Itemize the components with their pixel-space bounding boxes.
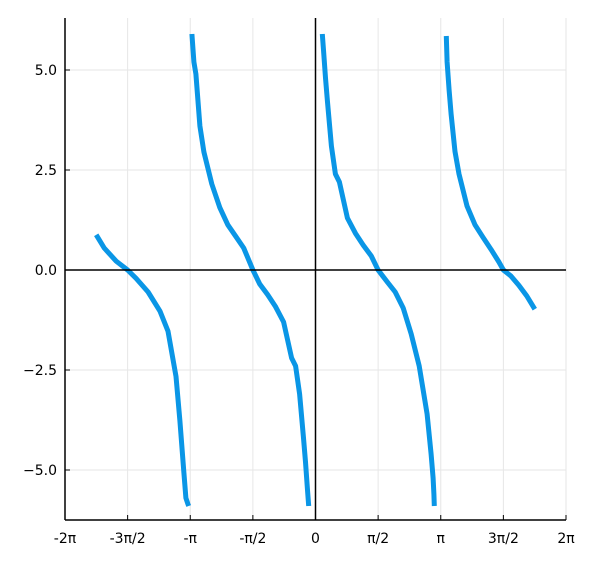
y-tick-label: 2.5 <box>35 163 57 179</box>
y-tick-label: 5.0 <box>35 63 57 79</box>
series-layer <box>94 33 537 507</box>
y-axis-ticks: 5.0 2.5 0.0 −2.5 −5.0 <box>23 63 70 479</box>
y-tick-label: −2.5 <box>23 363 57 379</box>
x-tick-label: 0 <box>311 531 320 547</box>
series-branch-4 <box>443 35 537 311</box>
x-axis-ticks: -2π -3π/2 -π -π/2 0 π/2 π 3π/2 2π <box>54 515 575 547</box>
x-tick-label: π <box>437 531 446 547</box>
x-tick-label: -π/2 <box>239 531 266 547</box>
y-tick-label: −5.0 <box>23 463 57 479</box>
x-tick-label: 2π <box>557 531 575 547</box>
y-tick-label: 0.0 <box>35 263 57 279</box>
x-tick-label: -2π <box>54 531 77 547</box>
series-branch-1 <box>94 233 192 507</box>
series-branch-3 <box>319 33 437 507</box>
x-tick-label: -π <box>184 531 198 547</box>
series-branch-2 <box>189 33 312 507</box>
x-tick-label: -3π/2 <box>110 531 146 547</box>
x-tick-label: 3π/2 <box>488 531 519 547</box>
x-tick-label: π/2 <box>367 531 389 547</box>
zero-lines <box>65 18 566 520</box>
